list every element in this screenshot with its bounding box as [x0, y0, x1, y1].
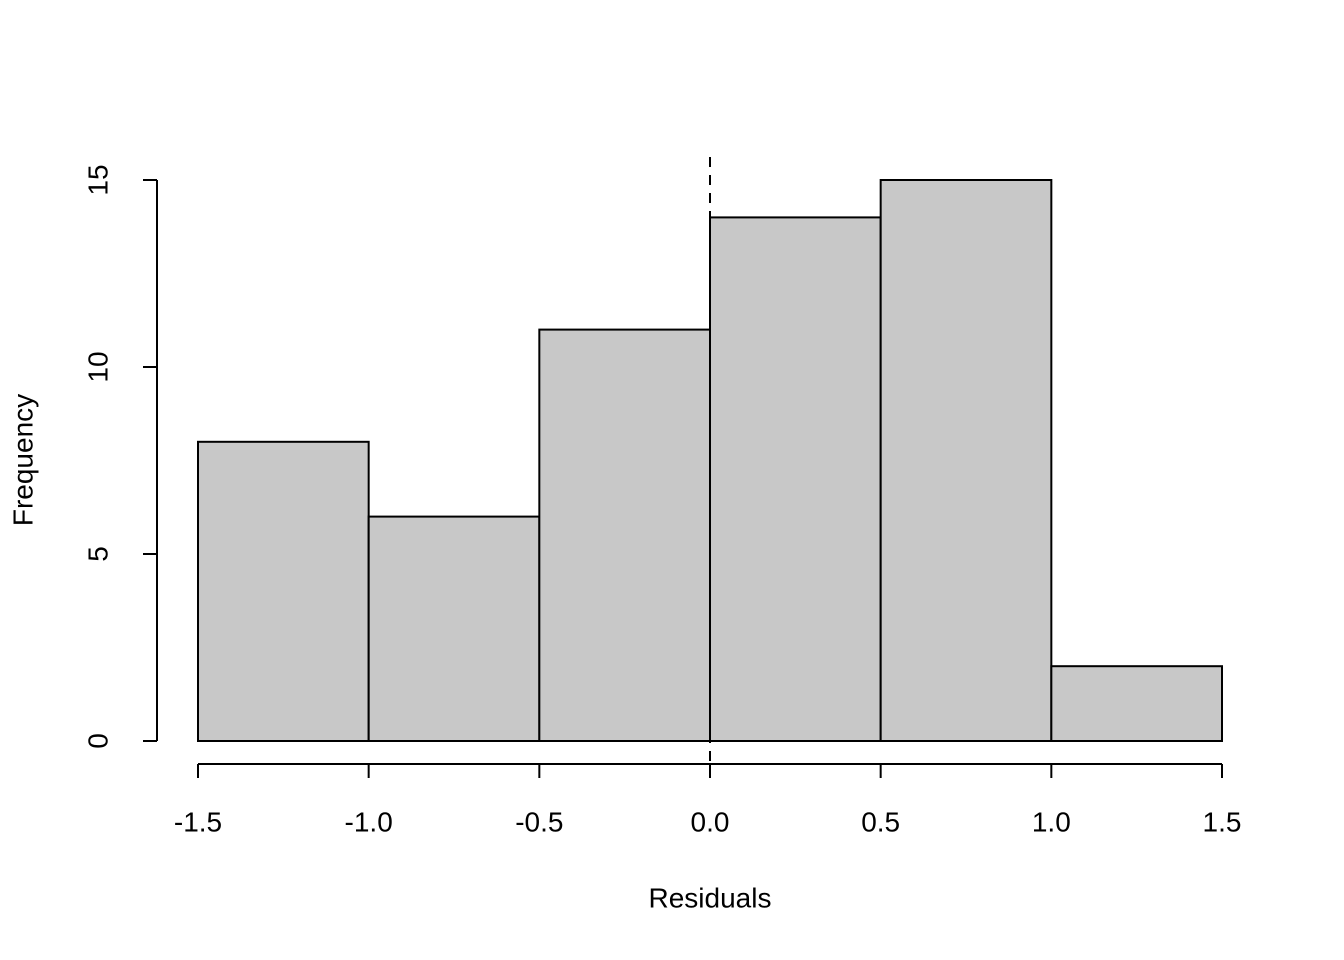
- bar: [879, 179, 1053, 742]
- x-tick-label: -0.5: [515, 806, 563, 837]
- x-tick-label: 0.0: [691, 806, 730, 837]
- x-tick-label: -1.0: [345, 806, 393, 837]
- x-axis-label: Residuals: [649, 882, 772, 913]
- y-tick-label: 0: [82, 733, 113, 749]
- y-tick-label: 5: [82, 546, 113, 562]
- x-tick-label: 0.5: [861, 806, 900, 837]
- bar: [709, 216, 882, 742]
- y-axis-label: Frequency: [7, 394, 38, 526]
- y-tick-label: 15: [82, 164, 113, 195]
- x-tick-label: -1.5: [174, 806, 222, 837]
- y-tick-label: 10: [82, 351, 113, 382]
- bar: [538, 328, 711, 742]
- bar: [197, 440, 370, 742]
- bar: [367, 515, 541, 742]
- x-tick-label: 1.0: [1032, 806, 1071, 837]
- bar: [1050, 665, 1224, 743]
- x-tick-label: 1.5: [1203, 806, 1242, 837]
